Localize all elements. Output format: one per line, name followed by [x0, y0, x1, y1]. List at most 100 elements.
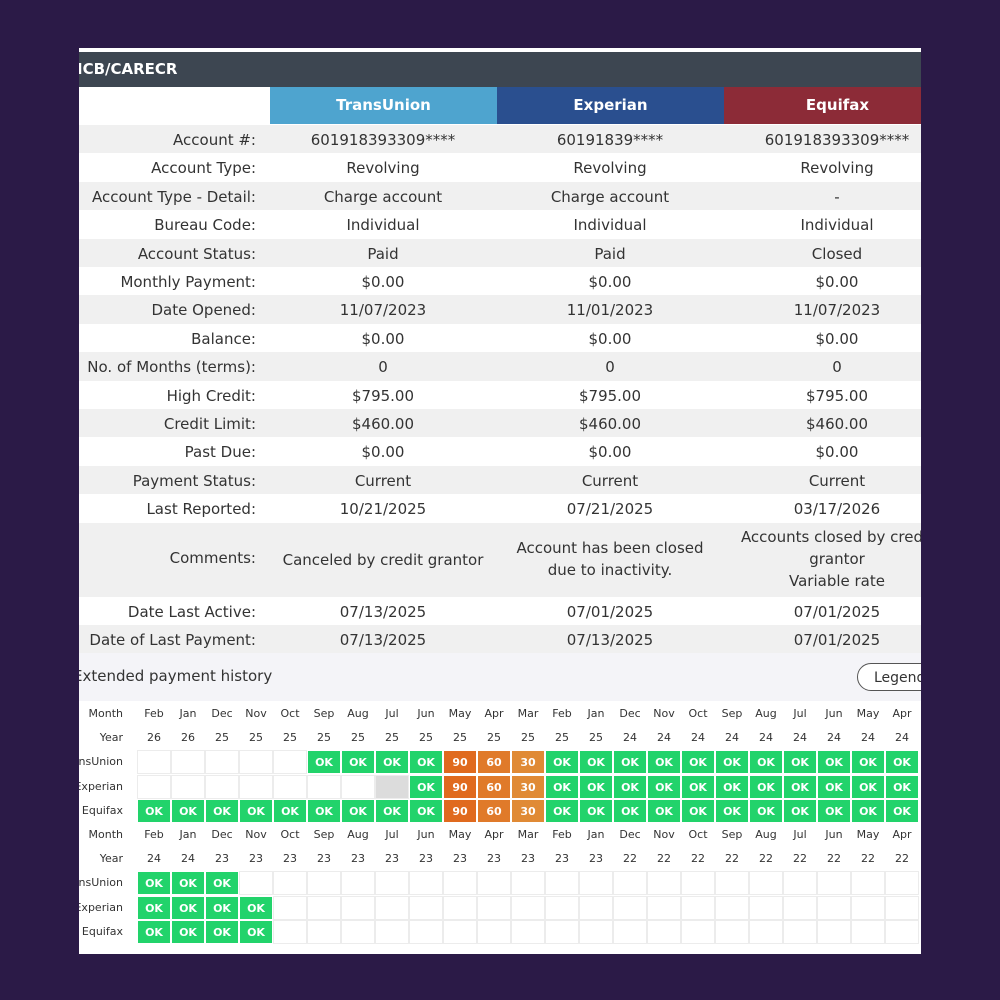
history-row-label: Month	[88, 707, 123, 720]
history-empty-cell	[273, 750, 307, 775]
history-row-label: Year	[99, 731, 123, 745]
detail-row: Account Status: Paid Paid Closed	[79, 238, 921, 267]
history-status-cell: OK	[205, 895, 239, 920]
history-status-cell: OK	[817, 774, 851, 799]
detail-label: Account Type:	[151, 159, 256, 178]
history-title: Extended payment history	[79, 667, 273, 685]
detail-label: Payment Status:	[132, 471, 256, 490]
history-month-cell: Jun	[417, 707, 435, 720]
detail-value-equifax: 03/17/2026	[793, 500, 881, 519]
detail-value-transunion: Individual	[346, 216, 420, 235]
history-status-cell: OK	[375, 798, 409, 823]
history-empty-cell	[749, 871, 783, 896]
detail-label: Account Type - Detail:	[92, 187, 256, 206]
history-year-cell: 22	[623, 852, 637, 866]
history-month-cell: Feb	[144, 707, 164, 720]
history-year-cell: 22	[691, 852, 705, 866]
history-empty-cell	[477, 919, 511, 944]
history-bureau-label: Equifax	[81, 803, 123, 817]
history-bar: Extended payment history Legend	[79, 653, 921, 701]
detail-value-transunion: 11/07/2023	[339, 301, 427, 320]
history-status-cell: OK	[647, 774, 681, 799]
history-empty-cell	[239, 774, 273, 799]
history-empty-cell	[817, 895, 851, 920]
detail-row: No. of Months (terms): 0 0 0	[79, 352, 921, 381]
history-empty-cell	[545, 895, 579, 920]
history-year-cell: 25	[283, 731, 297, 745]
bureau-header-transunion: TransUnion	[270, 87, 497, 124]
history-status-cell: 90	[443, 750, 477, 775]
history-month-cell: Mar	[517, 707, 539, 720]
history-empty-cell	[613, 895, 647, 920]
history-status-cell: OK	[137, 871, 171, 896]
history-month-cell: Jan	[179, 707, 197, 720]
detail-row: Date Last Active: 07/13/2025 07/01/2025 07/…	[79, 597, 921, 625]
history-status-cell: OK	[239, 895, 273, 920]
history-empty-cell	[443, 895, 477, 920]
history-month-cell: Sep	[721, 828, 743, 841]
detail-value-equifax: 0	[832, 358, 842, 377]
history-status-cell: OK	[783, 798, 817, 823]
detail-value-equifax: $795.00	[805, 386, 869, 405]
history-empty-cell	[307, 895, 341, 920]
history-month-cell: Nov	[245, 828, 267, 841]
detail-value-equifax: 601918393309****	[764, 131, 910, 149]
history-year-cell: 24	[725, 731, 739, 745]
history-year-cell: 24	[793, 731, 807, 745]
history-bureau-label: Experian	[79, 900, 123, 914]
history-status-cell: OK	[137, 919, 171, 944]
detail-value-equifax: Individual	[800, 216, 874, 235]
history-year-cell: 22	[725, 852, 739, 866]
history-empty-cell	[681, 871, 715, 896]
detail-row: Past Due: $0.00 $0.00 $0.00	[79, 437, 921, 465]
history-month-cell: Oct	[688, 828, 708, 841]
detail-value-transunion: $795.00	[351, 386, 415, 405]
detail-label: Date Opened:	[151, 301, 257, 320]
detail-label: Bureau Code:	[154, 216, 256, 235]
history-empty-cell	[273, 895, 307, 920]
history-month-cell: Jan	[587, 828, 605, 841]
account-header: ICB/CARECR	[79, 52, 921, 87]
detail-row: Account Type - Detail: Charge account Char…	[79, 181, 921, 211]
detail-value-experian: 07/01/2025	[566, 602, 654, 621]
legend-button[interactable]: Legend	[857, 663, 921, 691]
history-empty-cell	[545, 919, 579, 944]
history-empty-cell	[307, 919, 341, 944]
history-empty-cell	[409, 919, 443, 944]
detail-value-experian: $0.00	[588, 443, 632, 462]
history-month-cell: Jul	[385, 707, 399, 720]
history-empty-cell	[749, 919, 783, 944]
history-month-cell: Jul	[793, 828, 807, 841]
history-status-cell: OK	[137, 895, 171, 920]
detail-value-equifax: Closed	[811, 244, 863, 263]
history-empty-cell	[647, 919, 681, 944]
history-empty-cell	[477, 895, 511, 920]
detail-value-transunion: Canceled by credit grantor	[282, 550, 484, 569]
detail-value-experian: Revolving	[573, 159, 647, 178]
history-empty-cell	[137, 750, 171, 775]
detail-value-experian: Account has been closed due to inactivit…	[516, 538, 704, 579]
detail-value-experian: Charge account	[550, 187, 670, 206]
history-bureau-label: TransUnion	[79, 755, 123, 769]
history-month-cell: Aug	[347, 707, 369, 720]
detail-row: Monthly Payment: $0.00 $0.00 $0.00	[79, 267, 921, 295]
history-empty-cell	[171, 774, 205, 799]
history-month-cell: Jan	[587, 707, 605, 720]
history-status-cell: OK	[239, 798, 273, 823]
detail-value-experian: Paid	[594, 244, 626, 263]
history-empty-cell	[307, 774, 341, 799]
history-year-cell: 24	[147, 852, 161, 866]
history-empty-cell	[443, 871, 477, 896]
history-status-cell: OK	[137, 798, 171, 823]
history-empty-cell	[375, 919, 409, 944]
detail-value-transunion: 07/13/2025	[339, 631, 427, 649]
history-year-cell: 23	[589, 852, 603, 866]
history-status-cell: OK	[715, 774, 749, 799]
history-month-cell: Aug	[755, 707, 777, 720]
history-status-cell: 60	[477, 798, 511, 823]
history-status-cell: OK	[715, 750, 749, 775]
history-month-cell: Feb	[552, 828, 572, 841]
history-empty-cell	[273, 871, 307, 896]
history-empty-cell	[239, 750, 273, 775]
history-empty-cell	[375, 774, 409, 799]
